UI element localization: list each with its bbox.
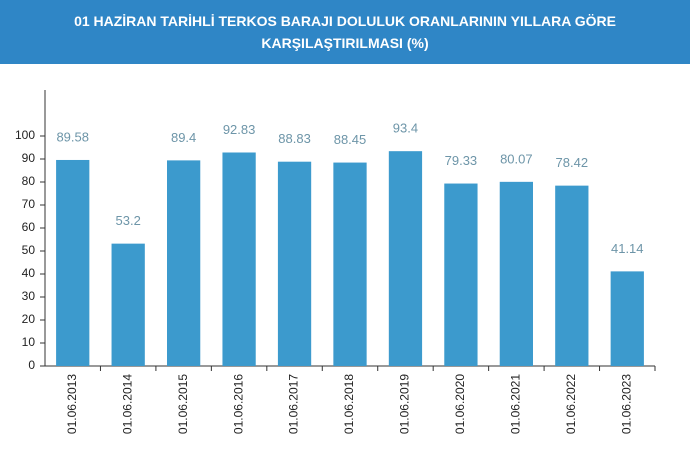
y-tick-label: 40 bbox=[22, 266, 36, 280]
x-tick-label: 01.06.2021 bbox=[509, 374, 523, 434]
header: 01 HAZİRAN TARİHLİ TERKOS BARAJI DOLULUK… bbox=[0, 0, 690, 64]
bar bbox=[56, 159, 90, 366]
value-label: 88.45 bbox=[334, 132, 367, 147]
x-tick-label: 01.06.2023 bbox=[619, 374, 633, 434]
y-tick-label: 30 bbox=[22, 289, 36, 303]
value-label: 79.33 bbox=[445, 153, 478, 168]
bar bbox=[277, 161, 312, 366]
value-label: 88.83 bbox=[278, 131, 311, 146]
bar bbox=[111, 243, 145, 366]
value-label: 41.14 bbox=[611, 241, 644, 256]
y-tick-label: 50 bbox=[22, 243, 36, 257]
x-tick-label: 01.06.2017 bbox=[287, 374, 301, 434]
bar bbox=[499, 181, 533, 366]
x-tick-label: 01.06.2022 bbox=[564, 374, 578, 434]
value-label: 93.4 bbox=[393, 121, 418, 136]
x-tick-label: 01.06.2019 bbox=[398, 374, 412, 434]
value-label: 53.2 bbox=[116, 213, 141, 228]
bar bbox=[610, 271, 644, 366]
value-label: 89.58 bbox=[56, 129, 89, 144]
x-tick-label: 01.06.2018 bbox=[342, 374, 356, 434]
bar bbox=[222, 152, 256, 366]
value-label: 92.83 bbox=[223, 122, 256, 137]
bar bbox=[333, 162, 367, 366]
y-tick-label: 100 bbox=[15, 128, 35, 142]
y-tick-label: 70 bbox=[22, 197, 36, 211]
value-label: 80.07 bbox=[500, 151, 533, 166]
x-tick-label: 01.06.2014 bbox=[120, 374, 134, 434]
value-label: 89.4 bbox=[171, 130, 196, 145]
y-tick-label: 90 bbox=[22, 151, 36, 165]
y-tick-label: 80 bbox=[22, 174, 36, 188]
bar bbox=[444, 183, 478, 366]
y-tick-label: 0 bbox=[28, 358, 35, 372]
x-tick-label: 01.06.2016 bbox=[231, 374, 245, 434]
bar bbox=[388, 151, 423, 366]
chart-title: 01 HAZİRAN TARİHLİ TERKOS BARAJI DOLULUK… bbox=[74, 13, 616, 51]
x-tick-label: 01.06.2015 bbox=[176, 374, 190, 434]
value-label: 78.42 bbox=[556, 155, 589, 170]
y-tick-label: 60 bbox=[22, 220, 36, 234]
y-tick-label: 20 bbox=[22, 312, 36, 326]
y-tick-label: 10 bbox=[22, 335, 36, 349]
bar bbox=[167, 160, 201, 366]
x-tick-label: 01.06.2013 bbox=[65, 374, 79, 434]
bar bbox=[555, 185, 589, 366]
x-tick-label: 01.06.2020 bbox=[453, 374, 467, 434]
